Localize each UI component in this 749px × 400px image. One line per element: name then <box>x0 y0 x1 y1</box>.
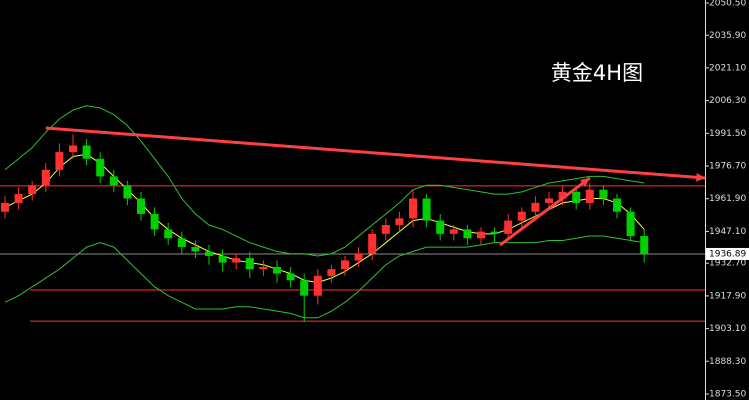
candle-body <box>463 229 472 239</box>
y-tick-label: 2021.10 <box>709 63 746 73</box>
candle-body <box>69 145 77 153</box>
y-tick-label: 2035.90 <box>709 31 746 41</box>
candle-body <box>449 229 458 234</box>
candle-body <box>205 251 213 256</box>
candle-body <box>558 191 567 199</box>
candle-body <box>123 185 132 199</box>
candle-body <box>626 211 635 237</box>
trend-line <box>499 176 591 247</box>
candle-body <box>341 260 349 270</box>
candle-body <box>381 225 390 234</box>
y-tick-label: 2050.50 <box>709 0 746 9</box>
candle-body <box>286 273 295 281</box>
candle-body <box>177 238 186 248</box>
candle-body <box>164 229 173 239</box>
chart-title: 黄金4H图 <box>551 61 643 85</box>
trend-line <box>45 126 706 180</box>
arrow-head <box>579 177 590 187</box>
candle-body <box>82 145 91 159</box>
candle-body <box>313 275 322 296</box>
candle-body <box>545 198 553 203</box>
candle-body <box>368 233 377 254</box>
candle-body <box>585 189 594 203</box>
y-tick-label: 1991.50 <box>709 129 746 139</box>
y-tick-label: 1888.30 <box>709 357 746 367</box>
y-tick-label: 1917.90 <box>709 291 746 301</box>
y-tick-label: 1873.50 <box>709 389 746 399</box>
y-tick-label: 1961.90 <box>709 194 746 204</box>
last-price-box <box>706 247 749 260</box>
candle-body <box>531 202 540 212</box>
candle-body <box>327 269 336 276</box>
candle-body <box>109 176 118 186</box>
candle-body <box>477 231 485 239</box>
candle-body <box>41 169 50 186</box>
candle-body <box>28 185 37 195</box>
indicator-line <box>4 235 645 319</box>
candle-body <box>640 236 649 254</box>
candle-body <box>259 266 268 270</box>
candle-body <box>232 258 241 263</box>
indicator-line <box>4 105 645 257</box>
candle-body <box>273 266 281 274</box>
y-tick-label: 1903.10 <box>709 324 746 334</box>
candle-body <box>55 152 64 170</box>
candle-body <box>613 198 621 212</box>
candle-body <box>137 198 145 214</box>
y-tick-label: 2006.30 <box>709 96 746 106</box>
arrow-head <box>696 172 706 182</box>
candle-body <box>409 198 417 219</box>
candle-body <box>490 231 499 234</box>
candle-body <box>150 213 159 230</box>
last-price-label: 1936.89 <box>709 249 746 259</box>
candle-body <box>14 194 23 203</box>
candle-body <box>572 191 581 203</box>
candle-body <box>599 189 608 199</box>
candle-body <box>436 220 445 234</box>
candle-body <box>245 258 254 270</box>
candle-body <box>517 211 526 221</box>
candle-body <box>504 220 513 234</box>
candle-body <box>354 253 363 261</box>
candle-body <box>218 255 227 263</box>
candle-body <box>300 280 309 296</box>
candle-body <box>191 247 200 252</box>
indicator-line <box>4 153 645 283</box>
candle-body <box>96 158 105 177</box>
candle-body <box>1 202 9 212</box>
candle-body <box>422 198 431 221</box>
y-tick-label: 1976.70 <box>709 162 746 172</box>
y-tick-label: 1932.70 <box>709 259 746 269</box>
candle-body <box>395 218 404 226</box>
y-tick-label: 1947.10 <box>709 227 746 237</box>
